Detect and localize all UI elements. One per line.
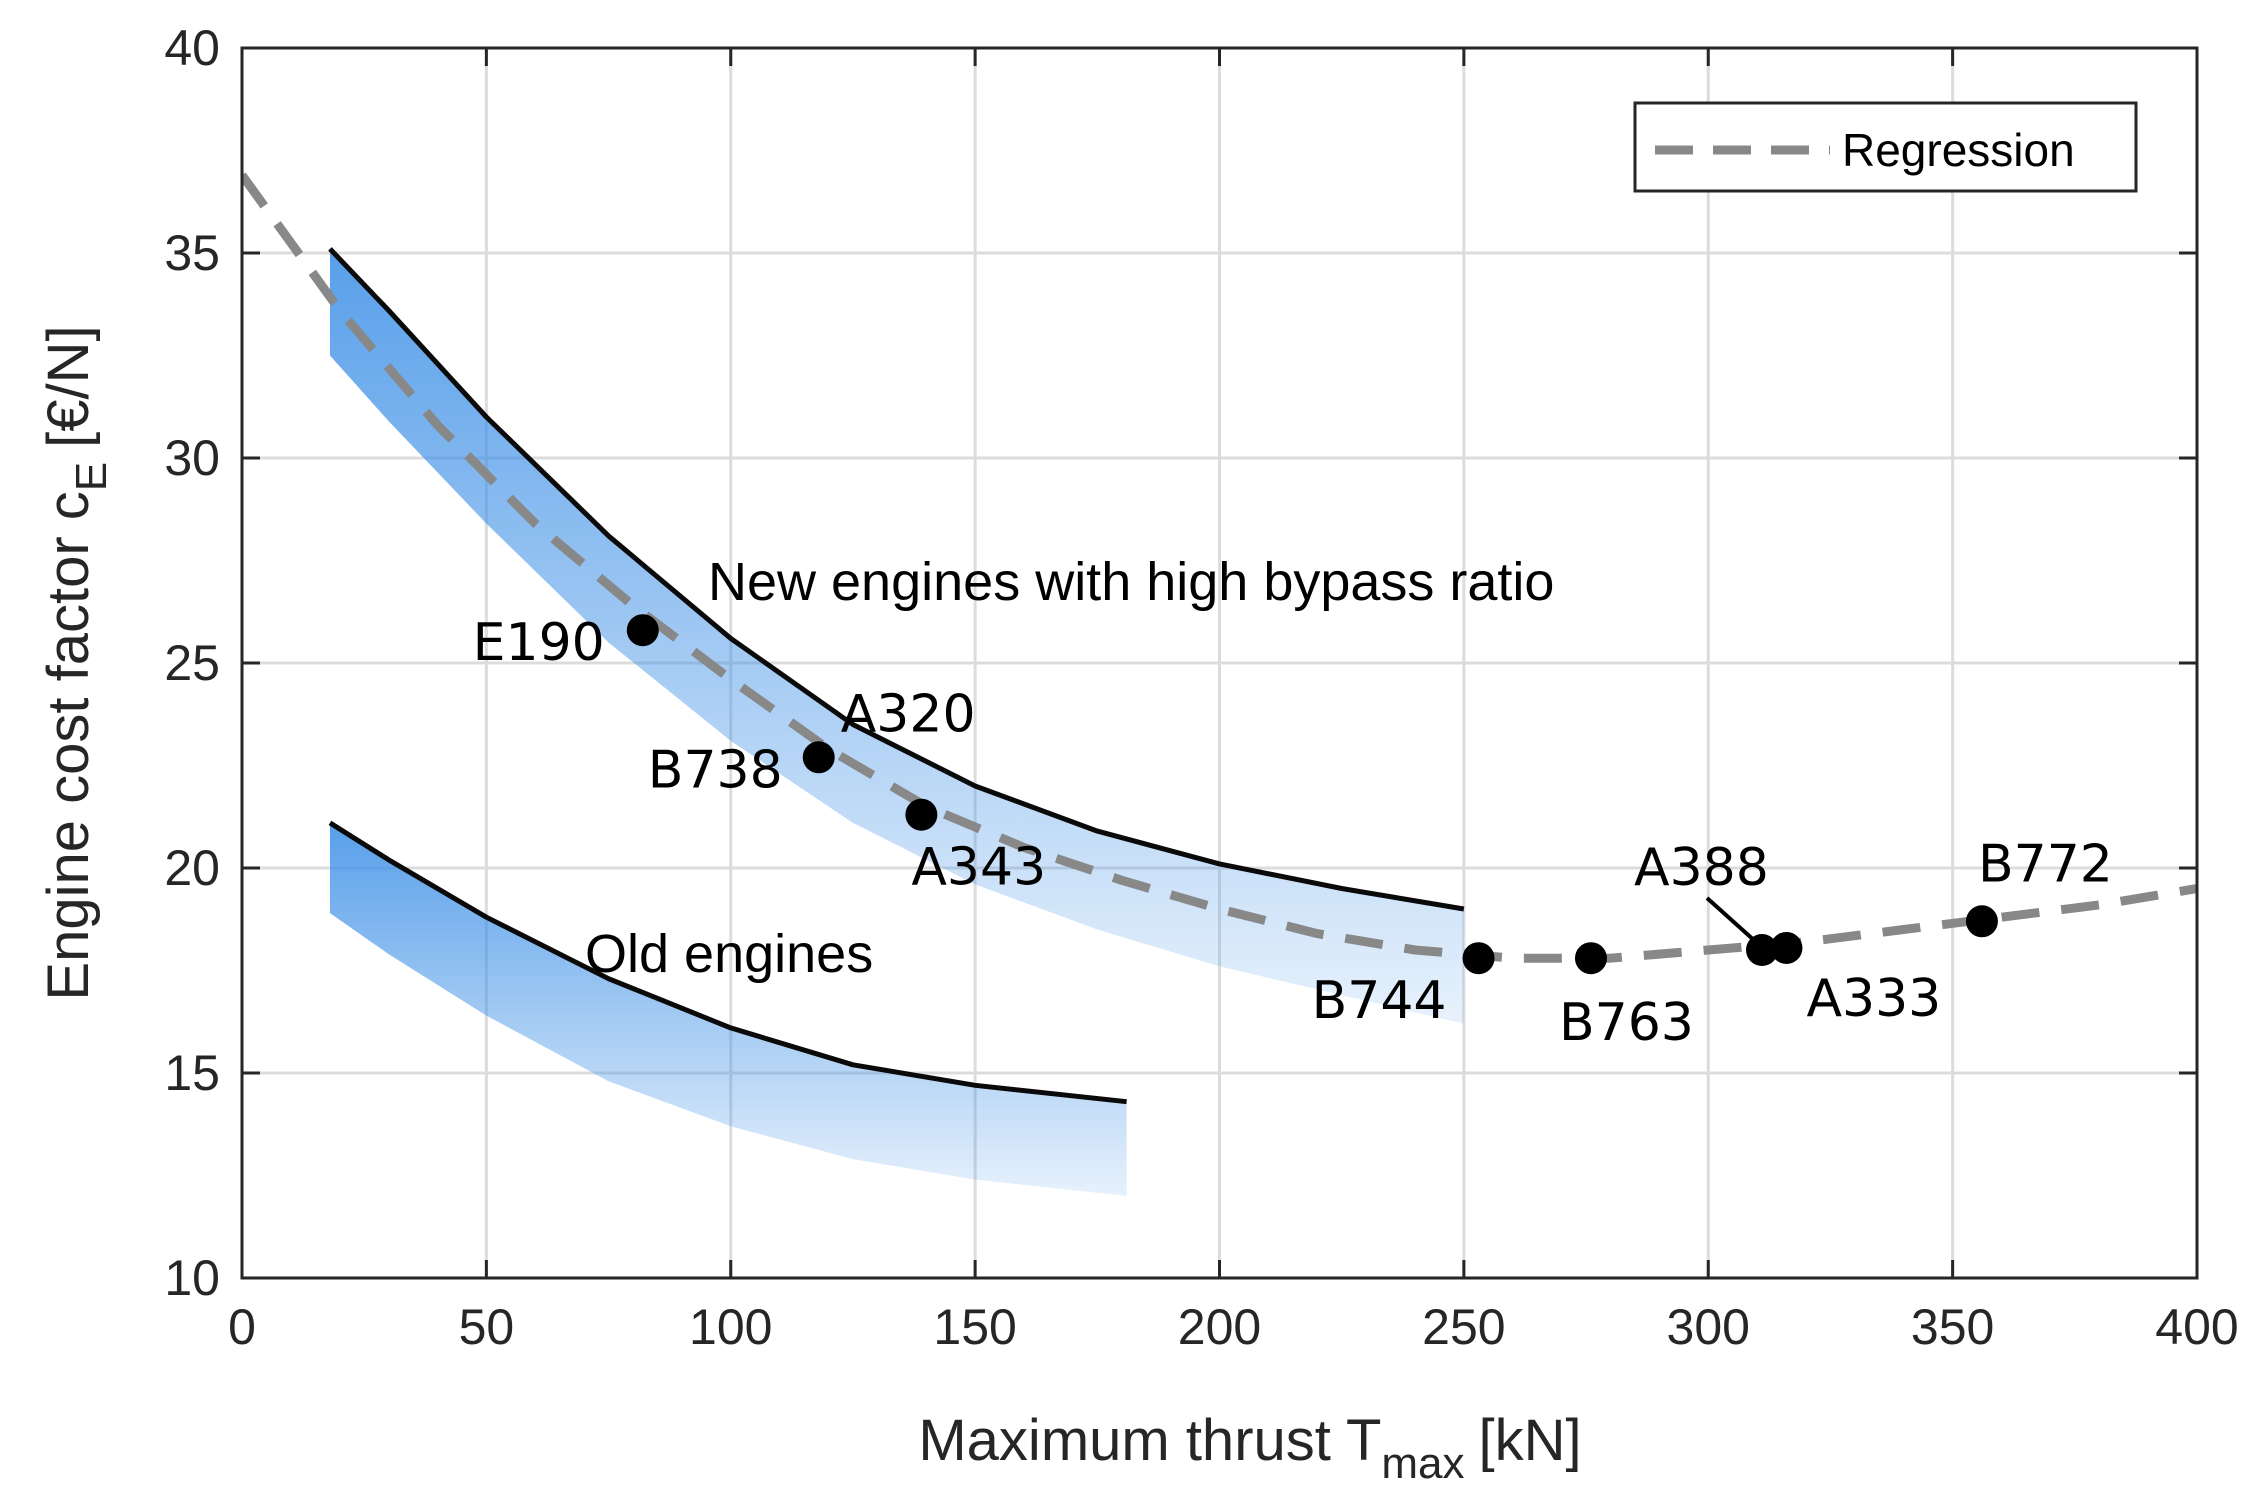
x-tick-label: 300 bbox=[1667, 1299, 1750, 1355]
x-axis-title: Maximum thrust Tmax [kN] bbox=[918, 1408, 1581, 1488]
y-axis-title-sub: E bbox=[67, 462, 116, 491]
marker-b744 bbox=[1462, 942, 1495, 975]
label-b744: B744 bbox=[1312, 971, 1447, 1031]
band-old-engines bbox=[329, 822, 1127, 1196]
marker-a320 bbox=[802, 741, 835, 774]
x-tick-label: 100 bbox=[689, 1299, 772, 1355]
y-axis-title-unit: [€/N] bbox=[36, 325, 101, 448]
label-b738: B738 bbox=[648, 740, 783, 800]
y-tick-label: 30 bbox=[164, 430, 220, 486]
x-tick-label: 350 bbox=[1911, 1299, 1994, 1355]
label-b763: B763 bbox=[1559, 993, 1694, 1053]
y-tick-label: 10 bbox=[164, 1250, 220, 1306]
annotation-new-engines: New engines with high bypass ratio bbox=[708, 552, 1554, 612]
x-tick-label: 50 bbox=[459, 1299, 515, 1355]
x-axis-title-unit: [kN] bbox=[1479, 1408, 1582, 1473]
x-tick-label: 0 bbox=[228, 1299, 256, 1355]
regression-line bbox=[242, 172, 2197, 963]
label-a388: A388 bbox=[1634, 838, 1769, 898]
label-e190: E190 bbox=[473, 613, 605, 673]
regression-line-layer bbox=[242, 172, 2197, 963]
marker-b763 bbox=[1574, 942, 1607, 975]
x-tick-label: 150 bbox=[933, 1299, 1016, 1355]
y-tick-label: 25 bbox=[164, 635, 220, 691]
y-tick-label: 40 bbox=[164, 20, 220, 76]
y-axis-title: Engine cost factor cE [€/N] bbox=[36, 325, 116, 1000]
points bbox=[626, 614, 1998, 975]
band-upper-edge-new-engines bbox=[328, 247, 1465, 912]
legend: Regression bbox=[1633, 101, 2138, 193]
label-b772: B772 bbox=[1978, 834, 2113, 894]
label-a343: A343 bbox=[911, 838, 1046, 898]
label-a320: A320 bbox=[841, 684, 976, 744]
ticks: 0 50 100 150 200 250 300 350 400 10 15 20 25 30 35 40 bbox=[164, 20, 2238, 1355]
leader-a388 bbox=[1705, 896, 1758, 944]
x-axis-title-main: Maximum thrust T bbox=[918, 1408, 1381, 1473]
x-tick-label: 200 bbox=[1178, 1299, 1261, 1355]
legend-label-regression: Regression bbox=[1842, 124, 2075, 176]
band-upper-edge-old-engines bbox=[328, 820, 1127, 1105]
y-axis-title-main: Engine cost factor c bbox=[36, 491, 101, 1000]
x-tick-label: 250 bbox=[1422, 1299, 1505, 1355]
marker-b772 bbox=[1965, 905, 1998, 938]
marker-a333 bbox=[1770, 931, 1803, 964]
marker-e190 bbox=[626, 614, 659, 647]
marker-a343 bbox=[905, 798, 938, 831]
y-tick-label: 15 bbox=[164, 1045, 220, 1101]
x-axis-title-sub: max bbox=[1381, 1439, 1464, 1488]
point-labels: E190 A320 B738 A343 B744 B763 A388 A333 B772 bbox=[473, 613, 2113, 1053]
band-new-engines bbox=[329, 248, 1464, 1024]
label-a333: A333 bbox=[1806, 969, 1941, 1029]
annotation-old-engines: Old engines bbox=[585, 924, 873, 984]
y-tick-label: 35 bbox=[164, 225, 220, 281]
y-tick-label: 20 bbox=[164, 840, 220, 896]
bands bbox=[328, 247, 1465, 1196]
x-tick-label: 400 bbox=[2155, 1299, 2238, 1355]
